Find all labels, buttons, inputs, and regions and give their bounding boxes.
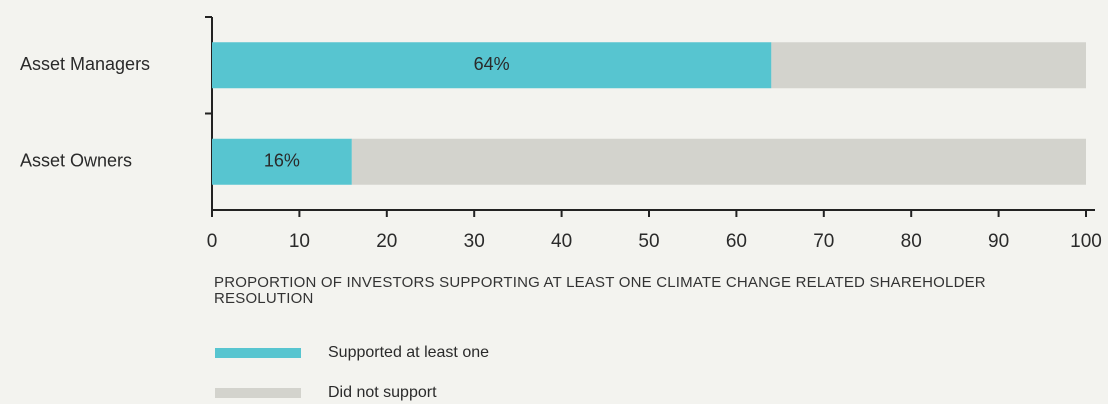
category-label: Asset Managers — [20, 54, 150, 74]
legend-swatch — [215, 388, 301, 398]
bar-segment — [212, 138, 352, 185]
bar-segment — [351, 138, 1087, 185]
x-tick-label: 10 — [289, 231, 310, 252]
x-axis-label: PROPORTION OF INVESTORS SUPPORTING AT LE… — [214, 274, 986, 307]
x-tick-label: 0 — [207, 231, 218, 252]
x-tick-label: 100 — [1070, 231, 1102, 252]
x-tick-label: 20 — [376, 231, 397, 252]
legend-label: Supported at least one — [328, 344, 489, 361]
x-tick-label: 30 — [464, 231, 485, 252]
legend-label: Did not support — [328, 384, 437, 401]
bar-segment — [212, 42, 772, 89]
category-label: Asset Owners — [20, 151, 132, 171]
value-label: 16% — [264, 151, 300, 171]
x-tick-label: 40 — [551, 231, 572, 252]
x-tick-label: 70 — [813, 231, 834, 252]
x-tick-label: 90 — [988, 231, 1009, 252]
value-label: 64% — [474, 54, 510, 74]
x-tick-label: 80 — [901, 231, 922, 252]
x-tick-label: 50 — [638, 231, 659, 252]
x-tick-label: 60 — [726, 231, 747, 252]
bar-segment — [771, 42, 1086, 89]
legend-swatch — [215, 348, 301, 358]
